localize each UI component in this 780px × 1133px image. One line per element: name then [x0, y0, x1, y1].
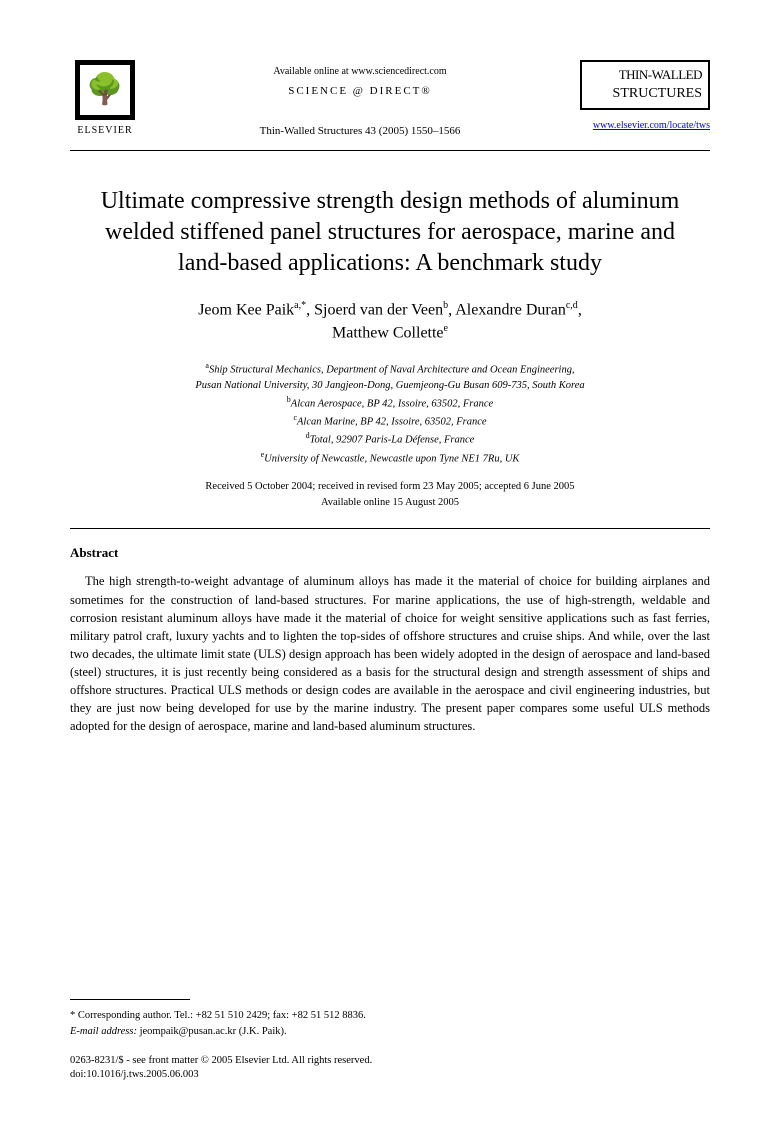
abstract-text: The high strength-to-weight advantage of…: [70, 572, 710, 735]
abstract-heading: Abstract: [70, 544, 710, 562]
author-1-sup: a,*: [294, 300, 306, 311]
copyright-text: 0263-8231/$ - see front matter © 2005 El…: [70, 1055, 372, 1066]
journal-title-line1: THIN-WALLED: [588, 66, 702, 84]
author-comma: ,: [578, 302, 582, 319]
affiliations-block: aShip Structural Mechanics, Department o…: [70, 360, 710, 467]
page-header: ELSEVIER Available online at www.science…: [70, 60, 710, 140]
journal-title-box: THIN-WALLED STRUCTURES: [580, 60, 710, 110]
affiliation-a-line2: Pusan National University, 30 Jangjeon-D…: [195, 380, 584, 391]
author-3-sup: c,d: [566, 300, 578, 311]
elsevier-logo: ELSEVIER: [70, 60, 140, 138]
journal-reference: Thin-Walled Structures 43 (2005) 1550–15…: [140, 124, 580, 139]
affiliation-d: Total, 92907 Paris-La Défense, France: [310, 435, 475, 446]
header-divider: [70, 150, 710, 151]
affiliation-e: University of Newcastle, Newcastle upon …: [264, 453, 519, 464]
authors-list: Jeom Kee Paika,*, Sjoerd van der Veenb, …: [70, 299, 710, 344]
article-title: Ultimate compressive strength design met…: [90, 186, 690, 280]
affiliation-b: Alcan Aerospace, BP 42, Issoire, 63502, …: [291, 398, 493, 409]
author-1: Jeom Kee Paik: [198, 302, 294, 319]
email-address: jeompaik@pusan.ac.kr (J.K. Paik).: [137, 1026, 287, 1037]
journal-url-link[interactable]: www.elsevier.com/locate/tws: [593, 120, 710, 131]
science-direct-label: SCIENCE @ DIRECT®: [140, 84, 580, 99]
received-date: Received 5 October 2004; received in rev…: [205, 481, 574, 492]
page-footer: * Corresponding author. Tel.: +82 51 510…: [70, 999, 710, 1083]
publication-dates: Received 5 October 2004; received in rev…: [70, 479, 710, 511]
journal-logo-area: THIN-WALLED STRUCTURES www.elsevier.com/…: [580, 60, 710, 133]
author-3: , Alexandre Duran: [448, 302, 566, 319]
doi-text: doi:10.1016/j.tws.2005.06.003: [70, 1069, 199, 1080]
header-center: Available online at www.sciencedirect.co…: [140, 60, 580, 140]
copyright-block: 0263-8231/$ - see front matter © 2005 El…: [70, 1054, 710, 1083]
corresponding-author: * Corresponding author. Tel.: +82 51 510…: [70, 1008, 710, 1040]
author-4-sup: e: [444, 323, 448, 334]
author-4: Matthew Collette: [332, 324, 444, 341]
author-2: , Sjoerd van der Veen: [306, 302, 443, 319]
elsevier-label: ELSEVIER: [70, 124, 140, 138]
abstract-divider: [70, 528, 710, 529]
elsevier-tree-icon: [75, 60, 135, 120]
footer-divider: [70, 999, 190, 1000]
available-date: Available online 15 August 2005: [321, 497, 459, 508]
affiliation-c: Alcan Marine, BP 42, Issoire, 63502, Fra…: [297, 417, 487, 428]
journal-title-line2: STRUCTURES: [588, 84, 702, 104]
email-label: E-mail address:: [70, 1026, 137, 1037]
affiliation-a-line1: Ship Structural Mechanics, Department of…: [209, 364, 575, 375]
available-online-text: Available online at www.sciencedirect.co…: [140, 65, 580, 79]
corresponding-text: * Corresponding author. Tel.: +82 51 510…: [70, 1010, 366, 1021]
